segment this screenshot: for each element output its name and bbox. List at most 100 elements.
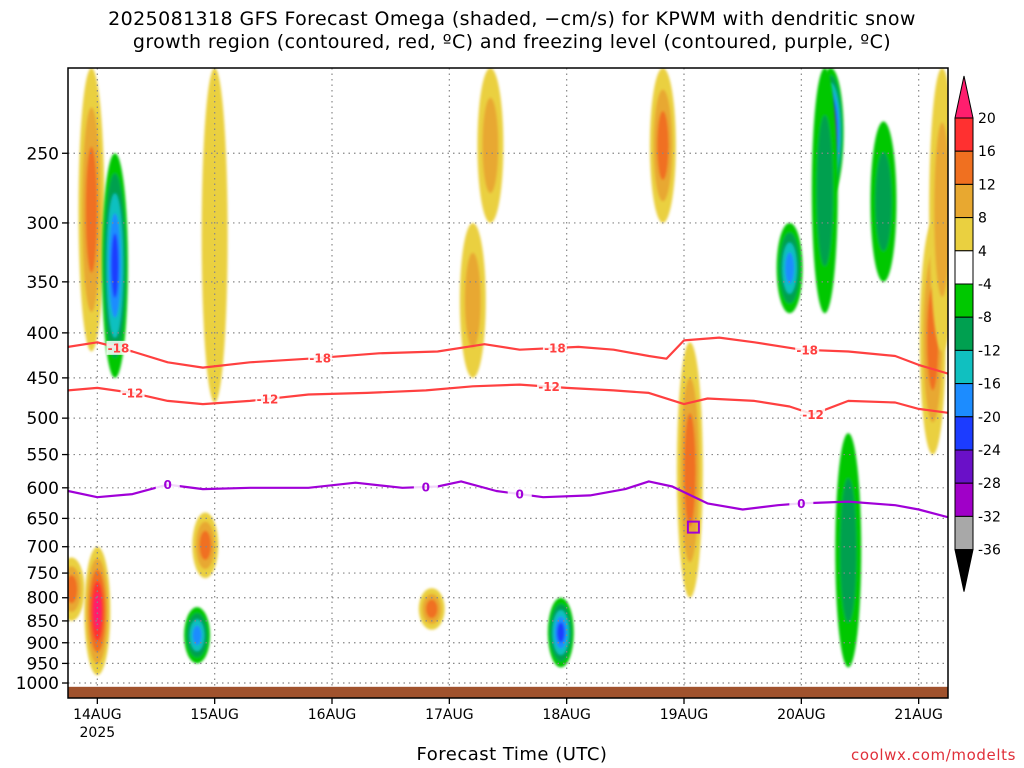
omega-cell-4	[192, 512, 219, 579]
omega-cell-12	[811, 68, 838, 314]
colorbar-label-10: -24	[978, 443, 1001, 459]
omega-cell-1	[84, 546, 111, 676]
ground-layer	[68, 686, 948, 698]
omega-cell-2-level-4	[111, 233, 119, 298]
colorbar-segment-2	[954, 150, 974, 185]
omega-cell-17-level-1	[875, 152, 892, 251]
contour-label-bg--12-2	[537, 379, 562, 394]
contour-label-bg--12-0	[120, 385, 145, 400]
y-tick-label-350: 350	[27, 273, 59, 293]
y-tick-label-800: 800	[27, 589, 59, 609]
x-tick-label-14AUG: 14AUG	[73, 707, 122, 723]
contour-label--18-0: -18	[108, 341, 130, 355]
contour-label--12-2: -12	[538, 380, 560, 394]
contour-label-bg--18-3	[795, 342, 820, 357]
colorbar-segment-6	[954, 283, 974, 318]
colorbar-label-2: 12	[978, 177, 996, 193]
contour-label-0-3: 0	[797, 497, 805, 511]
contour-label-bg--18-0	[106, 340, 131, 355]
omega-cell-13	[776, 222, 803, 314]
omega-cell-8	[547, 597, 574, 668]
omega-cell-0-level-2	[85, 146, 98, 273]
omega-cell-17	[870, 121, 897, 282]
plot-frame	[67, 67, 949, 699]
omega-cell-9	[676, 342, 703, 598]
chart-title-line1: 2025081318 GFS Forecast Omega (shaded, −…	[108, 8, 916, 30]
contour-label-bg-0-1	[413, 479, 438, 494]
contour-label-bg--12-1	[255, 392, 280, 407]
colorbar-label-12: -32	[978, 509, 1001, 525]
colorbar-segment-10	[954, 416, 974, 451]
colorbar-label-3: 8	[978, 211, 987, 227]
y-tick-label-750: 750	[27, 564, 59, 584]
omega-cell-16	[929, 68, 948, 352]
y-tick-label-850: 850	[27, 612, 59, 632]
colorbar-segment-3	[954, 183, 974, 219]
y-tick-label-700: 700	[27, 538, 59, 558]
x-tick-sublabel-14AUG: 2025	[80, 725, 116, 741]
omega-cell-10	[649, 68, 676, 223]
y-tick-label-1000: 1000	[16, 674, 59, 694]
y-tick-label-250: 250	[27, 144, 59, 164]
credit-text[interactable]: coolwx.com/modelts	[851, 746, 1016, 764]
x-tick-label-17AUG: 17AUG	[425, 707, 474, 723]
colorbar-segment-13	[954, 515, 974, 551]
omega-cell-1-level-4	[93, 592, 102, 630]
contour-label--12-1: -12	[257, 393, 279, 407]
omega-cell-5	[184, 607, 211, 664]
omega-cell-14	[835, 433, 862, 668]
omega-cell-6	[418, 588, 445, 630]
omega-cell-0	[78, 68, 105, 352]
x-tick-label-15AUG: 15AUG	[190, 707, 239, 723]
omega-cell-3	[68, 557, 85, 621]
x-tick-label-18AUG: 18AUG	[542, 707, 591, 723]
y-tick-label-600: 600	[27, 479, 59, 499]
omega-cell-18-level-1	[464, 252, 481, 349]
y-axis: 2503003504004505005506006507007508008509…	[16, 144, 68, 694]
omega-cell-7-level-1	[482, 97, 499, 194]
y-tick-label-450: 450	[27, 369, 59, 389]
y-tick-label-300: 300	[27, 214, 59, 234]
omega-cell-19	[201, 68, 228, 403]
contour-label-bg-0-0	[155, 477, 180, 492]
colorbar-segment-12	[954, 482, 974, 517]
omega-cell-5-level-3	[192, 625, 202, 646]
colorbar-label-1: 16	[978, 144, 996, 160]
contour-label--18-3: -18	[796, 343, 818, 357]
y-tick-label-950: 950	[27, 654, 59, 674]
colorbar-label-6: -8	[978, 310, 992, 326]
omega-cell-16-level-1	[934, 122, 948, 297]
contour-label-0-2: 0	[516, 488, 524, 502]
y-tick-label-900: 900	[27, 634, 59, 654]
colorbar-label-5: -4	[978, 277, 992, 293]
colorbar-label-0: 20	[978, 111, 996, 127]
freezing-level-marker	[686, 520, 700, 534]
contour-label--18-1: -18	[309, 351, 331, 365]
colorbar-label-11: -28	[978, 476, 1001, 492]
contour-label-bg--12-3	[801, 407, 826, 422]
contour-label-0-1: 0	[422, 480, 430, 494]
colorbar-segment-8	[954, 349, 974, 385]
colorbar-top-arrow	[954, 75, 974, 119]
omega-cell-4-level-2	[199, 530, 212, 560]
omega-cell-3-level-2	[68, 575, 78, 604]
contour-label-0-0: 0	[164, 478, 172, 492]
omega-cell-18	[459, 222, 486, 378]
colorbar-label-9: -20	[978, 410, 1001, 426]
x-tick-label-20AUG: 20AUG	[777, 707, 826, 723]
omega-cell-14-level-1	[840, 478, 857, 623]
colorbar-label-13: -36	[978, 543, 1001, 559]
colorbar-segment-4	[954, 217, 974, 252]
contour-label--12-0: -12	[122, 386, 144, 400]
colorbar-bottom-arrow	[954, 549, 974, 592]
contour-label--12-3: -12	[802, 408, 824, 422]
x-axis: 14AUG 2025 15AUG 16AUG 17AUG 18AUG 19AUG 20AUG 2…	[73, 698, 943, 741]
y-tick-label-400: 400	[27, 324, 59, 344]
contour-layer: -18 -18 -18 -18 -12 -12 -12 -12 0 0 0 0	[68, 336, 948, 534]
omega-cell-10-level-2	[657, 111, 669, 180]
omega-cell-19-level-0	[201, 68, 228, 403]
x-tick-label-16AUG: 16AUG	[308, 707, 357, 723]
y-tick-label-550: 550	[27, 446, 59, 466]
y-tick-label-650: 650	[27, 509, 59, 529]
